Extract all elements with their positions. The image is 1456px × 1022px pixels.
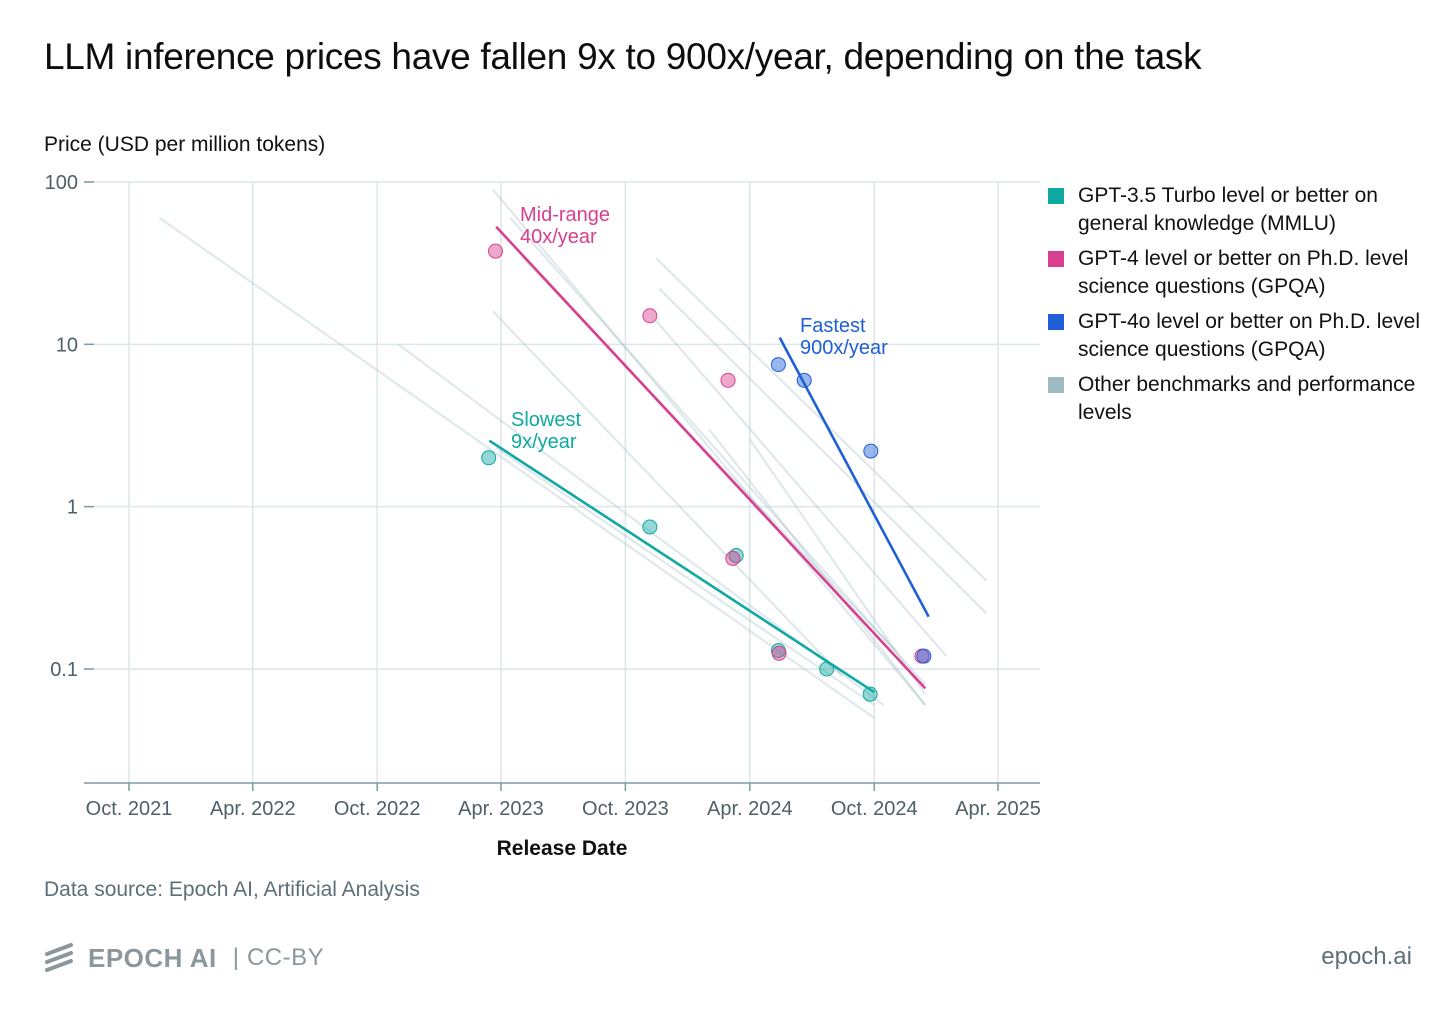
legend-label-mmlu: GPT-3.5 Turbo level or better on general… xyxy=(1078,184,1378,235)
site-link[interactable]: epoch.ai xyxy=(1321,943,1412,970)
legend-label-gpt4-gpqa: GPT-4 level or better on Ph.D. level sci… xyxy=(1078,247,1409,298)
other-trend-line xyxy=(491,310,844,678)
epoch-logo-icon xyxy=(45,943,73,972)
legend-swatch-gpt4o-gpqa xyxy=(1048,314,1064,330)
legend-label-gpt4o-gpqa: GPT-4o level or better on Ph.D. level sc… xyxy=(1078,310,1420,361)
y-tick-label: 0.1 xyxy=(50,659,78,681)
y-tick-label: 100 xyxy=(45,172,78,194)
data-point xyxy=(488,243,504,259)
other-trend-line xyxy=(748,438,927,695)
data-point xyxy=(720,372,736,388)
y-tick-label: 10 xyxy=(56,334,78,356)
chart: Oct. 2021 Apr. 2022 Oct. 2022 Apr. 2023 Oct.… xyxy=(45,172,1040,860)
other-trend-line xyxy=(708,428,927,706)
data-point xyxy=(725,550,741,566)
x-tick-label: Oct. 2023 xyxy=(582,798,669,820)
x-axis-title: Release Date xyxy=(497,837,628,860)
x-tick-label: Oct. 2024 xyxy=(831,798,918,820)
data-point xyxy=(770,357,786,373)
y-tick-label: 1 xyxy=(67,497,78,519)
x-tick-label: Apr. 2024 xyxy=(707,798,793,820)
data-point xyxy=(863,443,879,459)
license-label: CC-BY xyxy=(246,944,325,971)
other-trend-line xyxy=(495,447,875,706)
data-source-note: Data source: Epoch AI, Artificial Analys… xyxy=(44,878,420,901)
legend-swatch-mmlu xyxy=(1048,188,1064,204)
chart-title: LLM inference prices have fallen 9x to 9… xyxy=(44,36,1202,77)
trend-line-2 xyxy=(778,337,930,618)
legend-label-other: Other benchmarks and performance levels xyxy=(1078,373,1416,424)
y-axis-title: Price (USD per million tokens) xyxy=(44,133,326,156)
other-trend-line xyxy=(491,188,927,706)
legend-item-gpt4-gpqa: GPT-4 level or better on Ph.D. level sci… xyxy=(1048,245,1438,301)
legend-swatch-gpt4-gpqa xyxy=(1048,251,1064,267)
legend-item-mmlu: GPT-3.5 Turbo level or better on general… xyxy=(1048,182,1438,238)
other-trend-line xyxy=(655,257,988,582)
legend-item-other: Other benchmarks and performance levels xyxy=(1048,371,1438,427)
trend-annotation: Slowest xyxy=(511,409,581,431)
data-point xyxy=(819,661,835,677)
data-point xyxy=(916,648,932,664)
legend: GPT-3.5 Turbo level or better on general… xyxy=(1048,182,1438,434)
footer-brand: EPOCH AI | CC-BY xyxy=(44,940,324,976)
other-trend-line xyxy=(658,287,988,615)
trend-annotation: 9x/year xyxy=(511,431,577,453)
brand-name: EPOCH AI xyxy=(88,942,217,973)
footer-separator: | xyxy=(232,944,239,971)
trend-annotation: Mid-range xyxy=(520,204,610,226)
x-tick-label: Apr. 2022 xyxy=(210,798,296,820)
trend-annotation: 40x/year xyxy=(520,226,597,248)
data-point xyxy=(642,308,658,324)
data-point xyxy=(481,450,497,466)
trend-line-0 xyxy=(488,439,875,694)
other-trend-line xyxy=(509,217,927,686)
legend-item-gpt4o-gpqa: GPT-4o level or better on Ph.D. level sc… xyxy=(1048,308,1438,364)
data-point xyxy=(642,519,658,535)
trend-line-1 xyxy=(495,225,927,690)
x-tick-label: Oct. 2022 xyxy=(334,798,421,820)
x-tick-label: Oct. 2021 xyxy=(86,798,173,820)
trend-annotation: 900x/year xyxy=(800,337,888,359)
x-tick-label: Apr. 2025 xyxy=(955,798,1040,820)
x-tick-label: Apr. 2023 xyxy=(458,798,544,820)
legend-swatch-other xyxy=(1048,377,1064,393)
trend-annotation: Fastest xyxy=(800,315,866,337)
other-trend-line xyxy=(158,217,875,719)
other-trend-line xyxy=(655,319,948,657)
data-point xyxy=(796,372,812,388)
data-point xyxy=(862,686,878,702)
data-point xyxy=(771,645,787,661)
